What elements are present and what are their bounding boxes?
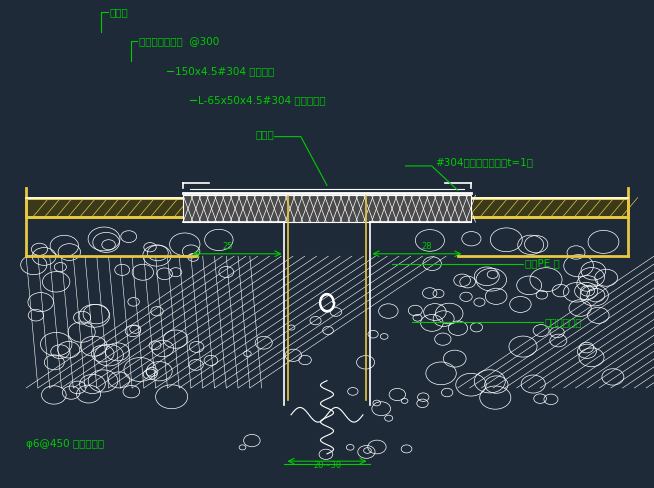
Text: 麻丝沥青填缝: 麻丝沥青填缝 (545, 317, 582, 327)
Text: 20~30: 20~30 (313, 461, 341, 469)
Text: 填缝胶: 填缝胶 (110, 7, 129, 17)
Text: 25: 25 (222, 242, 233, 251)
Text: 28: 28 (421, 242, 432, 251)
Text: φ6@450 与板筋焊接: φ6@450 与板筋焊接 (26, 439, 104, 449)
Text: L-65x50x4.5#304 不锈钢护角: L-65x50x4.5#304 不锈钢护角 (198, 95, 326, 105)
Text: 填缝胶: 填缝胶 (255, 129, 274, 139)
Text: 发泡PE 棒: 发泡PE 棒 (525, 259, 560, 268)
Text: 150x4.5#304 不锈钢板: 150x4.5#304 不锈钢板 (175, 66, 275, 76)
Text: 不锈钢平头螺丝  @300: 不锈钢平头螺丝 @300 (139, 37, 220, 46)
Polygon shape (183, 195, 471, 222)
Polygon shape (26, 198, 628, 217)
Text: #304飞形不锈钢板（t=1）: #304飞形不锈钢板（t=1） (435, 157, 533, 167)
